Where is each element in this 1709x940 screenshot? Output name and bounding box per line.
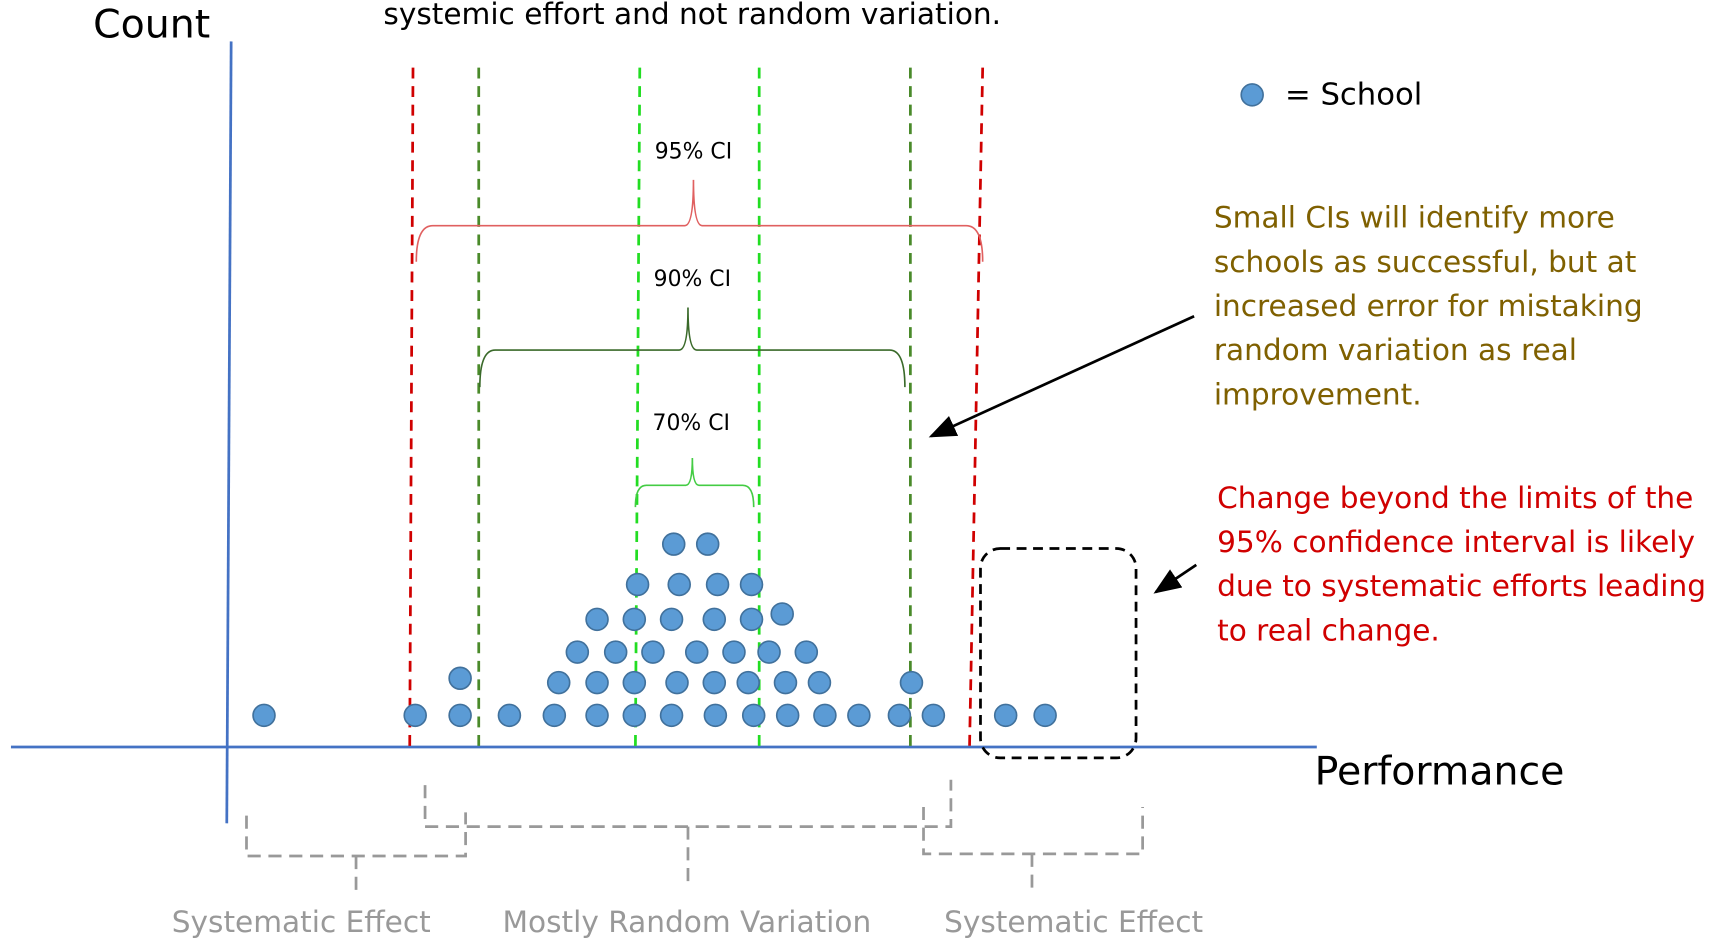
school-dot bbox=[695, 532, 720, 556]
school-dot bbox=[702, 670, 727, 695]
annotation-line: random variation as real bbox=[1214, 333, 1577, 367]
school-dot bbox=[887, 703, 912, 728]
school-dot bbox=[741, 703, 766, 728]
school-dot bbox=[773, 670, 798, 695]
annotation-red: Change beyond the limits of the 95% confi… bbox=[1217, 481, 1706, 647]
school-dot bbox=[775, 703, 800, 728]
school-dot bbox=[847, 703, 871, 728]
annotation-olive: Small CIs will identify more schools as s… bbox=[1214, 201, 1643, 412]
school-dot bbox=[622, 703, 647, 728]
annotation-line: Change beyond the limits of the bbox=[1217, 481, 1693, 515]
annotation-line: due to systematic efforts leading bbox=[1217, 569, 1706, 603]
school-dot bbox=[757, 640, 781, 664]
region-label: Mostly Random Variation bbox=[503, 905, 872, 939]
school-dot bbox=[993, 703, 1018, 728]
region-brace bbox=[922, 806, 1144, 895]
school-dot bbox=[702, 607, 727, 632]
brace-70 bbox=[634, 458, 755, 508]
ci-label: 95% CI bbox=[655, 140, 732, 165]
school-dot bbox=[667, 572, 691, 597]
school-dot bbox=[403, 703, 427, 728]
school-dot bbox=[448, 703, 472, 728]
annotation-line: to real change. bbox=[1217, 613, 1440, 647]
caption: systemic effort and not random variation… bbox=[383, 0, 1001, 31]
school-dot bbox=[565, 640, 590, 664]
ci-label: 70% CI bbox=[653, 411, 730, 436]
annotation-line: schools as successful, but at bbox=[1214, 245, 1637, 279]
school-dot bbox=[603, 640, 628, 664]
arrow bbox=[928, 315, 1195, 438]
y-axis-label: Count bbox=[93, 2, 210, 48]
school-dot bbox=[622, 670, 647, 695]
school-dot bbox=[770, 602, 794, 626]
school-dot bbox=[659, 703, 684, 728]
x-axis-label: Performance bbox=[1315, 749, 1565, 795]
region-brace bbox=[245, 812, 467, 895]
region-label: Systematic Effect bbox=[172, 905, 431, 939]
annotation-line: improvement. bbox=[1214, 377, 1422, 411]
school-dot bbox=[739, 572, 764, 597]
region-label: Systematic Effect bbox=[944, 905, 1203, 939]
school-dot bbox=[736, 670, 761, 695]
school-dot bbox=[813, 703, 837, 728]
region-braces bbox=[245, 779, 1144, 895]
annotation-line: increased error for mistaking bbox=[1214, 289, 1643, 323]
y-axis bbox=[225, 41, 233, 824]
arrow bbox=[1153, 563, 1198, 594]
legend-label: = School bbox=[1285, 78, 1422, 113]
school-dot bbox=[497, 703, 522, 728]
school-dot bbox=[542, 703, 567, 728]
school-dot bbox=[625, 572, 650, 597]
school-dots bbox=[252, 532, 1057, 728]
limit-95 bbox=[968, 67, 985, 748]
school-dot bbox=[546, 670, 571, 695]
brace-90 bbox=[479, 307, 906, 388]
school-dot bbox=[641, 640, 665, 664]
annotation-line: Small CIs will identify more bbox=[1214, 201, 1615, 235]
school-dot bbox=[659, 607, 684, 632]
school-dot bbox=[794, 640, 819, 664]
school-dot bbox=[1033, 703, 1057, 728]
brace-95 bbox=[415, 179, 984, 262]
school-dot bbox=[921, 703, 946, 728]
school-dot bbox=[661, 532, 686, 556]
legend-dot bbox=[1240, 83, 1264, 107]
school-dot bbox=[448, 666, 472, 691]
braces bbox=[415, 179, 984, 508]
limit-70 bbox=[634, 67, 642, 747]
school-dot bbox=[703, 703, 728, 728]
school-dot bbox=[585, 703, 609, 728]
limit-95 bbox=[408, 67, 415, 747]
highlight-box bbox=[979, 547, 1138, 760]
school-dot bbox=[585, 607, 609, 632]
ci-limits bbox=[408, 67, 985, 748]
region-brace bbox=[423, 779, 953, 886]
ci-label: 90% CI bbox=[654, 267, 731, 292]
annotation-line: 95% confidence interval is likely bbox=[1217, 525, 1695, 559]
school-dot bbox=[585, 670, 609, 695]
school-dot bbox=[665, 670, 689, 695]
school-dot bbox=[252, 703, 276, 728]
school-dot bbox=[684, 640, 709, 664]
school-dot bbox=[722, 640, 746, 664]
school-dot bbox=[807, 670, 832, 695]
school-dot bbox=[899, 670, 924, 695]
school-dot bbox=[622, 607, 647, 632]
school-dot bbox=[705, 572, 730, 597]
school-dot bbox=[739, 607, 764, 632]
